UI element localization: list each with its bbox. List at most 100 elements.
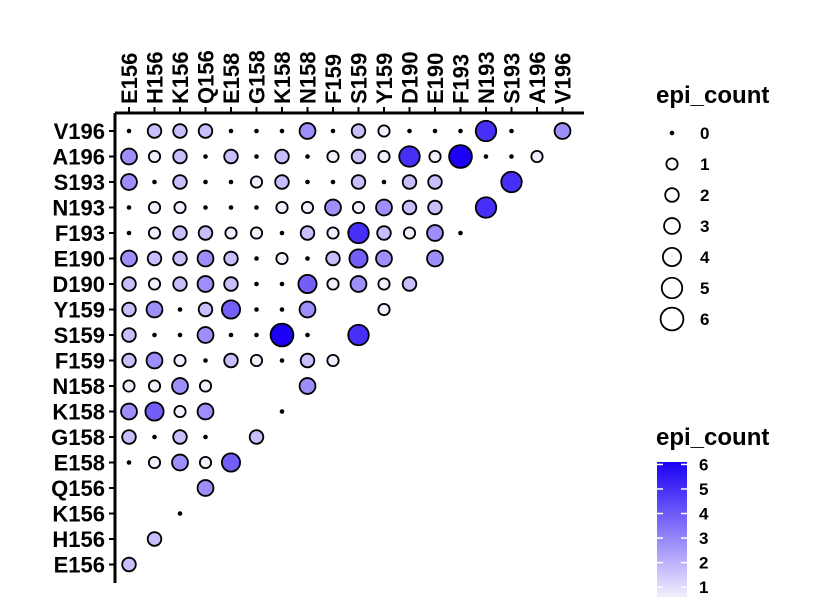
point-h156-y159 <box>145 300 164 319</box>
size-legend-label: 0 <box>700 124 709 143</box>
size-legend-dot <box>659 306 685 332</box>
point-h156-h156 <box>146 531 163 547</box>
point-q156-n193 <box>203 205 208 210</box>
point-k156-d190 <box>172 276 188 292</box>
point-g158-s193 <box>249 175 264 189</box>
point-g158-f159 <box>249 353 264 368</box>
point-f159-s193 <box>330 179 336 185</box>
point-h156-e190 <box>146 250 163 267</box>
point-e158-e158 <box>220 452 241 473</box>
y-tick-label-v196: V196 <box>54 119 105 144</box>
x-tick-label-e156: E156 <box>117 53 142 104</box>
point-f159-a196 <box>326 149 340 164</box>
point-e158-n193 <box>228 205 234 210</box>
x-tick-label-y159: Y159 <box>372 53 397 104</box>
point-n158-s159 <box>305 332 310 338</box>
x-tick-label-n158: N158 <box>296 51 321 104</box>
point-e158-e190 <box>223 250 239 267</box>
size-legend-dot <box>665 157 679 171</box>
point-k158-k158 <box>279 409 285 414</box>
y-tick-label-k156: K156 <box>52 502 105 527</box>
point-h156-n158 <box>147 379 162 393</box>
point-s193-s193 <box>500 170 523 194</box>
point-e156-g158 <box>121 429 137 445</box>
size-legend-dot <box>663 217 681 235</box>
point-e156-e190 <box>120 249 138 268</box>
size-legend-dot <box>660 276 684 300</box>
point-h156-v196 <box>146 123 163 139</box>
point-q156-e158 <box>198 455 213 470</box>
point-a196-a196 <box>530 149 544 164</box>
data-points <box>120 119 572 573</box>
point-s159-v196 <box>350 123 367 139</box>
point-h156-a196 <box>147 149 162 164</box>
point-h156-s193 <box>152 179 157 185</box>
y-tick-labels: E156H156K156Q156E158G158K158N158F159S159… <box>51 119 115 578</box>
point-e156-v196 <box>126 128 132 134</box>
point-g158-n193 <box>254 205 259 210</box>
point-k158-d190 <box>279 281 285 287</box>
x-tick-label-h156: H156 <box>143 51 168 104</box>
point-g158-f193 <box>249 226 264 240</box>
point-k156-n193 <box>173 200 187 215</box>
point-q156-v196 <box>197 123 214 139</box>
y-tick-label-e158: E158 <box>54 451 105 476</box>
y-tick-label-a196: A196 <box>52 145 105 170</box>
point-f159-e190 <box>325 250 341 267</box>
point-k156-k158 <box>173 404 187 419</box>
point-g158-d190 <box>254 281 259 287</box>
point-h156-k158 <box>144 401 165 422</box>
point-e156-d190 <box>121 276 137 292</box>
point-e190-s193 <box>427 174 443 190</box>
size-legend-dot <box>664 187 680 203</box>
point-g158-v196 <box>254 128 259 134</box>
point-n193-v196 <box>474 119 498 143</box>
point-k158-f193 <box>279 230 285 236</box>
point-e158-f159 <box>223 352 239 369</box>
point-k156-y159 <box>177 307 183 312</box>
point-e158-s159 <box>228 332 234 338</box>
x-tick-label-a196: A196 <box>525 51 550 104</box>
point-k156-f193 <box>172 225 188 241</box>
point-y159-a196 <box>377 149 391 164</box>
point-k158-n193 <box>275 200 289 215</box>
size-legend-title: epi_count <box>656 82 769 109</box>
x-tick-label-d190: D190 <box>398 51 423 104</box>
x-tick-label-s159: S159 <box>347 53 372 104</box>
point-n158-e190 <box>305 256 310 261</box>
point-n158-f193 <box>299 225 316 241</box>
x-tick-label-k158: K158 <box>270 51 295 104</box>
point-k156-s193 <box>172 174 188 190</box>
colorbar-label: 3 <box>699 529 708 548</box>
y-tick-label-d190: D190 <box>52 272 105 297</box>
x-tick-label-s193: S193 <box>500 53 525 104</box>
point-g158-e190 <box>254 256 259 261</box>
y-tick-label-e190: E190 <box>54 247 105 272</box>
point-e158-f193 <box>224 226 238 240</box>
colorbar-label: 2 <box>699 554 708 573</box>
point-e156-k158 <box>120 402 138 421</box>
point-d190-v196 <box>407 128 412 134</box>
point-d190-a196 <box>398 145 421 168</box>
point-f159-d190 <box>326 277 340 291</box>
x-tick-label-q156: Q156 <box>194 50 219 104</box>
point-q156-e190 <box>196 249 215 268</box>
point-k156-n158 <box>171 377 189 395</box>
point-q156-s159 <box>196 326 215 344</box>
colorbar-label: 4 <box>699 505 709 524</box>
y-tick-label-k158: K158 <box>52 400 105 425</box>
point-q156-f159 <box>203 358 208 363</box>
point-k158-y159 <box>279 307 285 312</box>
size-legend-label: 5 <box>700 279 709 298</box>
point-e158-v196 <box>228 128 234 134</box>
point-e156-s159 <box>121 327 137 343</box>
point-n158-y159 <box>298 300 317 319</box>
point-f159-f159 <box>326 353 340 368</box>
y-tick-label-y159: Y159 <box>54 298 105 323</box>
point-e190-v196 <box>432 128 438 134</box>
point-e156-f193 <box>126 230 132 236</box>
y-tick-label-s159: S159 <box>54 323 105 348</box>
point-e190-e190 <box>426 249 444 268</box>
point-y159-n193 <box>375 198 393 217</box>
x-tick-label-f159: F159 <box>321 54 346 104</box>
